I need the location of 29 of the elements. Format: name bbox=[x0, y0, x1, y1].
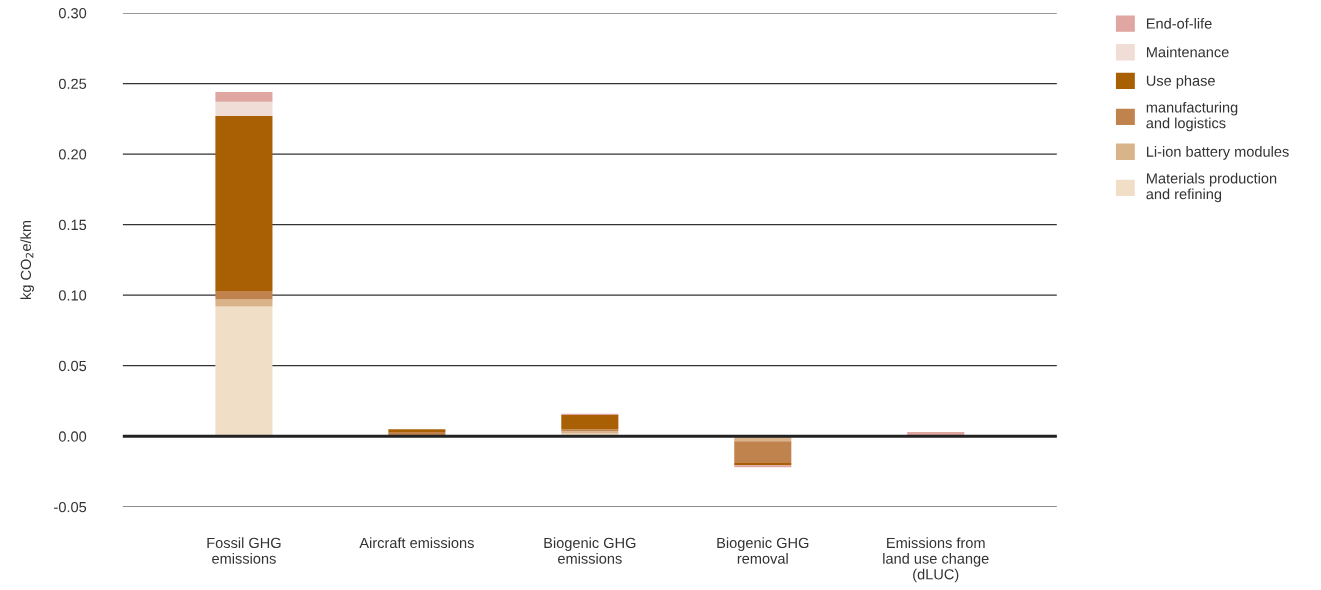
x-tick-label: Biogenic GHG emissions bbox=[544, 537, 636, 564]
bar bbox=[388, 429, 446, 433]
x-tick-label: Biogenic GHG removal bbox=[717, 537, 809, 564]
y-tick-label: 0.30 bbox=[58, 8, 87, 19]
legend-label: Li-ion battery modules bbox=[1146, 146, 1289, 160]
y-tick-label: 0.10 bbox=[58, 290, 87, 301]
legend-label: Use phase bbox=[1146, 75, 1215, 89]
x-tick-label: Fossil GHG emissions bbox=[207, 537, 281, 564]
bar bbox=[215, 306, 273, 437]
bar bbox=[561, 415, 619, 430]
y-tick-label: 0.25 bbox=[58, 78, 87, 89]
y-tick-label: 0.20 bbox=[58, 149, 87, 160]
bar bbox=[734, 441, 792, 464]
bar bbox=[215, 91, 273, 102]
legend-label: Materials production and refining bbox=[1146, 172, 1277, 203]
legend-label: Maintenance bbox=[1146, 46, 1229, 58]
legend-label: manufacturing and logistics bbox=[1146, 101, 1238, 132]
y-tick-label: 0.15 bbox=[58, 219, 87, 231]
bar bbox=[215, 115, 273, 291]
bar bbox=[215, 299, 273, 307]
y-tick-label: -0.05 bbox=[54, 501, 87, 513]
legend-label: End-of-life bbox=[1146, 18, 1212, 29]
y-tick-label: 0.05 bbox=[58, 360, 87, 372]
bar bbox=[215, 290, 273, 300]
x-tick-label: Emissions from land use change (dLUC) bbox=[883, 537, 989, 583]
x-tick-label: Aircraft emissions bbox=[359, 537, 474, 549]
y-axis-title: kg CO$_{2}$e/km bbox=[20, 220, 34, 299]
bar bbox=[215, 101, 273, 116]
y-tick-label: 0.00 bbox=[58, 431, 87, 442]
